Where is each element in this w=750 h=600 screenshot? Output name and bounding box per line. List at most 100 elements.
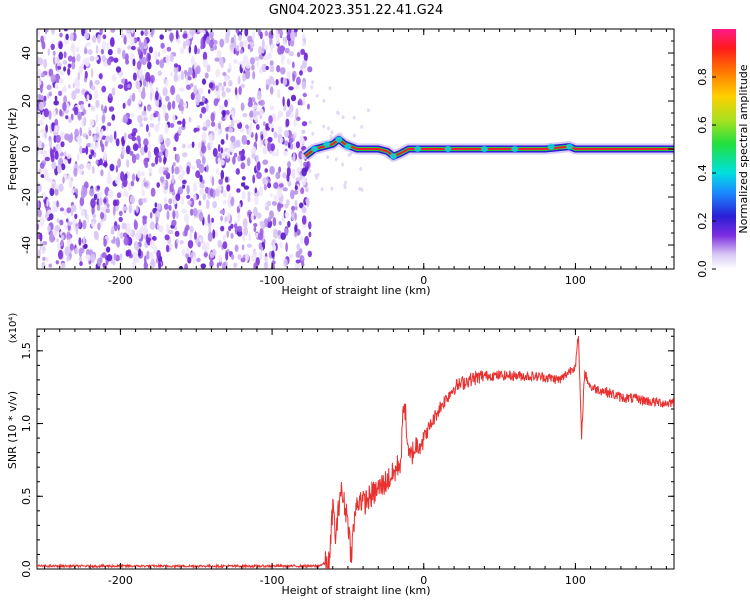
- noise-cell: [301, 129, 306, 134]
- noise-cell: [149, 221, 155, 231]
- noise-cell: [167, 29, 173, 32]
- noise-cell: [146, 250, 150, 260]
- noise-cell: [193, 193, 197, 202]
- noise-cell: [242, 234, 246, 242]
- noise-cell: [79, 261, 83, 267]
- noise-cell: [242, 218, 248, 228]
- noise-cell: [272, 244, 277, 252]
- noise-cell: [237, 75, 241, 85]
- noise-cell: [178, 126, 182, 135]
- noise-cell: [131, 136, 137, 142]
- noise-cell: [294, 224, 298, 233]
- noise-cell: [188, 67, 193, 76]
- noise-cell: [195, 65, 201, 75]
- noise-cell: [300, 256, 305, 261]
- spectrogram-y-tick-label: 40: [20, 46, 33, 60]
- noise-cell: [218, 82, 223, 87]
- noise-cell: [277, 115, 280, 121]
- noise-cell: [137, 142, 142, 149]
- noise-cell: [83, 48, 88, 55]
- noise-cell: [110, 29, 116, 33]
- noise-cell: [198, 29, 201, 33]
- noise-cell: [228, 80, 233, 87]
- noise-cell: [148, 251, 154, 259]
- noise-cell: [132, 251, 138, 260]
- noise-cell: [269, 64, 275, 73]
- noise-cell: [252, 174, 256, 184]
- noise-cell: [253, 226, 257, 233]
- noise-cell: [299, 70, 303, 76]
- noise-cell: [303, 161, 308, 167]
- noise-cell: [106, 246, 111, 253]
- noise-cell: [109, 163, 115, 172]
- noise-cell: [174, 230, 180, 237]
- noise-cell: [273, 228, 279, 239]
- noise-cell: [235, 168, 240, 175]
- noise-cell: [41, 192, 46, 200]
- noise-cell: [208, 133, 213, 142]
- noise-cell: [133, 220, 138, 231]
- noise-cell: [157, 70, 162, 76]
- noise-cell: [220, 215, 223, 222]
- trace-blob: [511, 146, 519, 152]
- noise-cell: [180, 196, 185, 206]
- noise-cell: [222, 71, 227, 77]
- noise-cell: [132, 58, 136, 67]
- noise-cell: [278, 183, 284, 188]
- noise-cell: [162, 87, 168, 97]
- noise-cell: [226, 184, 231, 192]
- noise-cell: [237, 212, 241, 222]
- noise-cell: [120, 33, 125, 38]
- noise-cell: [226, 148, 230, 159]
- noise-cell: [225, 251, 229, 261]
- noise-cell: [278, 166, 282, 173]
- noise-cell: [265, 206, 269, 211]
- noise-cell: [74, 87, 81, 94]
- noise-cell: [295, 141, 300, 149]
- noise-cell: [117, 229, 121, 240]
- noise-cell: [115, 138, 120, 147]
- noise-cell: [247, 101, 253, 108]
- noise-cell: [209, 140, 213, 148]
- noise-cell: [178, 173, 184, 181]
- noise-cell: [90, 85, 96, 91]
- noise-cell: [44, 130, 47, 140]
- spectrogram-x-tick-label: -100: [260, 274, 285, 287]
- colorbar-tick-label: 0.6: [696, 116, 709, 134]
- noise-cell: [187, 200, 192, 205]
- noise-cell: [59, 32, 63, 38]
- noise-cell: [140, 146, 145, 156]
- noise-cell: [245, 60, 251, 69]
- noise-cell: [77, 71, 81, 81]
- noise-cell: [169, 123, 175, 128]
- noise-cell: [98, 73, 103, 79]
- noise-cell: [54, 73, 61, 84]
- noise-cell: [39, 216, 45, 227]
- noise-cell: [224, 75, 229, 82]
- noise-cell: [164, 234, 170, 241]
- noise-cell: [85, 29, 88, 35]
- noise-cell: [212, 147, 218, 157]
- noise-cell: [149, 74, 155, 84]
- noise-cell: [42, 150, 48, 158]
- noise-cell: [143, 38, 147, 47]
- noise-cell: [268, 122, 275, 129]
- noise-cell: [57, 144, 62, 155]
- noise-cell: [88, 103, 91, 108]
- noise-cell: [297, 52, 301, 58]
- noise-cell: [107, 48, 113, 56]
- noise-cell: [156, 182, 160, 188]
- noise-cell: [107, 122, 112, 127]
- noise-cell: [247, 191, 251, 198]
- noise-cell: [47, 177, 52, 183]
- noise-cell: [51, 29, 55, 35]
- noise-cell: [63, 151, 67, 157]
- noise-cell: [267, 200, 272, 207]
- noise-cell: [329, 134, 333, 139]
- noise-cell: [136, 61, 142, 70]
- noise-cell: [304, 235, 310, 246]
- noise-cell: [67, 174, 71, 181]
- noise-cell: [310, 85, 314, 90]
- noise-cell: [237, 225, 243, 233]
